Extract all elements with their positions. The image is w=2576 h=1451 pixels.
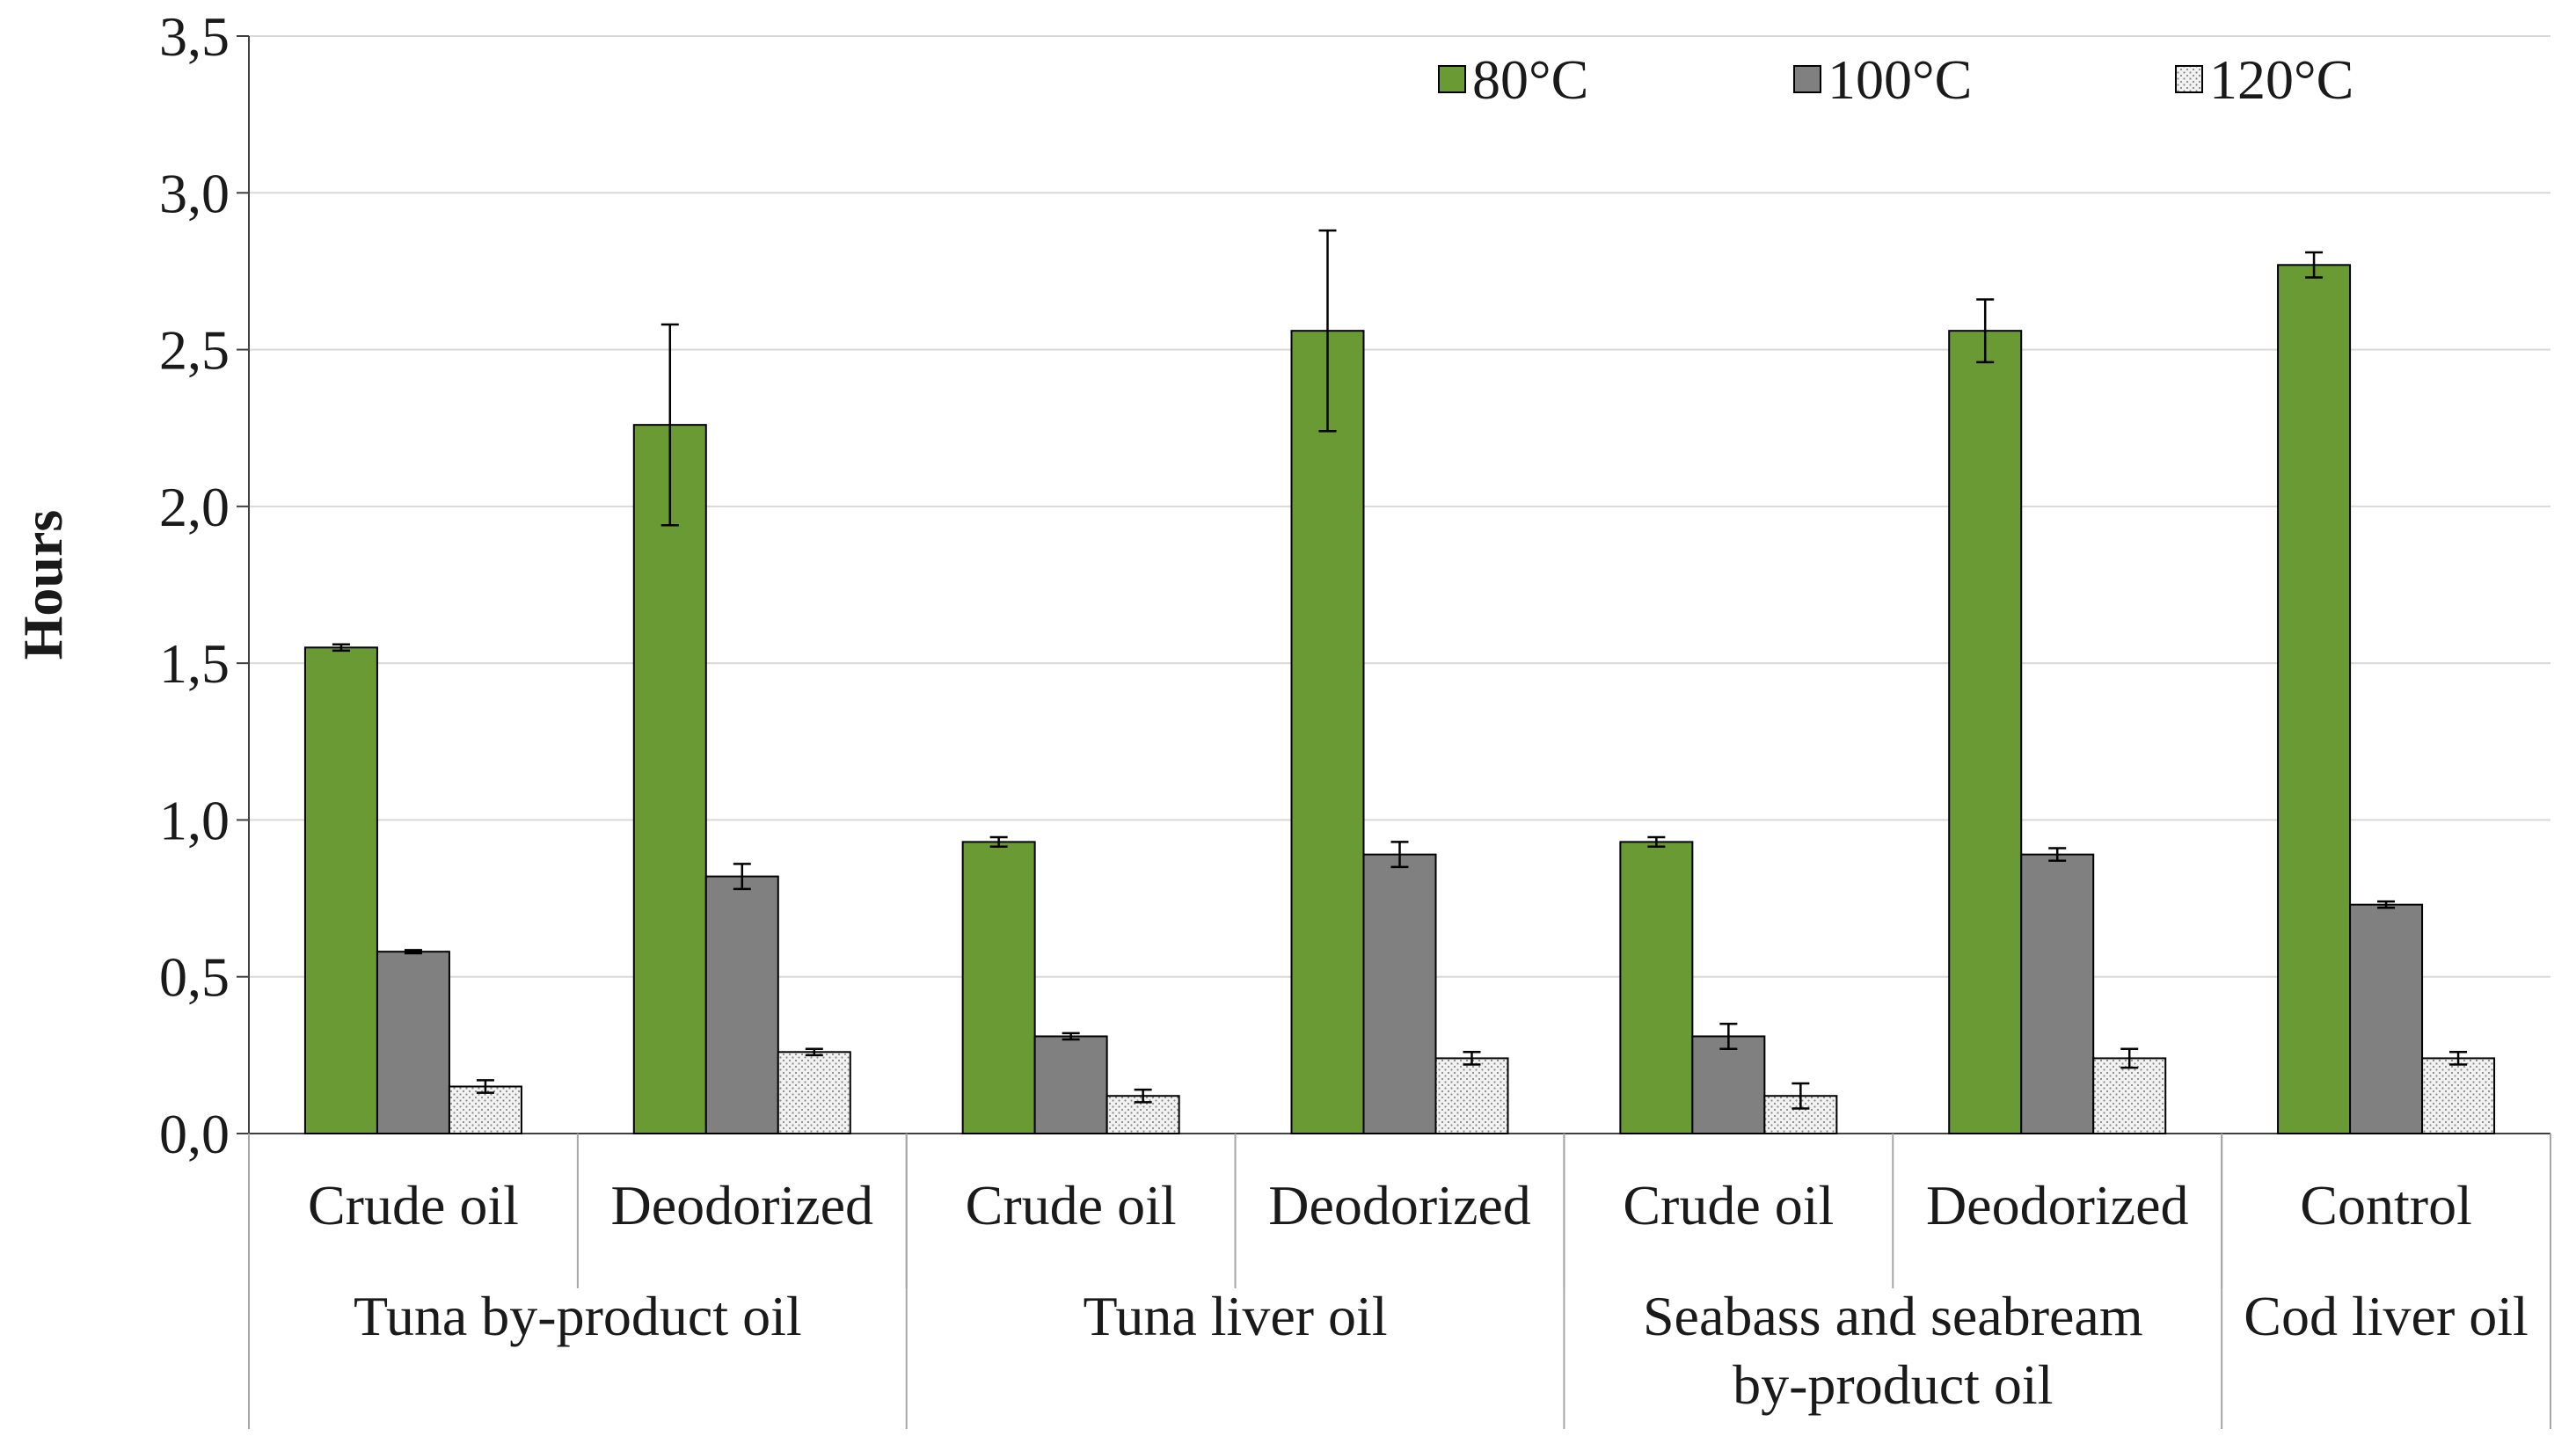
- legend: 80°C 100°C 120°C: [1438, 48, 2353, 111]
- bar-0-4: [1619, 841, 1694, 1134]
- y-tick-label: 2,0: [159, 476, 230, 538]
- bar-0-5: [1948, 330, 2023, 1135]
- bar-1-4: [1691, 1035, 1766, 1135]
- bar-0-1: [632, 424, 707, 1134]
- bar-2-5: [2092, 1057, 2167, 1134]
- bar-2-3: [1434, 1057, 1509, 1134]
- legend-label: 120°C: [2209, 48, 2353, 111]
- legend-label: 100°C: [1828, 48, 1972, 111]
- category-label: Deodorized: [1926, 1174, 2189, 1236]
- legend-swatch: [1438, 65, 1466, 93]
- bar-2-6: [2421, 1057, 2496, 1134]
- category-label: Crude oil: [1623, 1174, 1834, 1236]
- category-label: Control: [2300, 1174, 2472, 1236]
- category-label: Crude oil: [966, 1174, 1177, 1236]
- category-label: Deodorized: [1268, 1174, 1531, 1236]
- error-bars: [332, 229, 2468, 1110]
- group-label: Tuna by-product oil: [354, 1285, 802, 1347]
- y-axis-title: Hours: [11, 510, 74, 660]
- legend-swatch: [1793, 65, 1821, 93]
- gridlines: [249, 35, 2550, 978]
- bar-0-6: [2277, 264, 2352, 1135]
- x-axis-labels: Crude oil Deodorized Crude oil Deodorized Cr…: [248, 1134, 2551, 1429]
- bar-1-6: [2349, 903, 2424, 1135]
- axes: 0,0 0,5 1,0 1,5 2,0 2,5 3,0 3,5: [159, 5, 2550, 1165]
- y-tick-label: 3,0: [159, 162, 230, 224]
- bar-1-2: [1033, 1035, 1108, 1135]
- category-label: Deodorized: [611, 1174, 874, 1236]
- bar-0-3: [1290, 330, 1365, 1135]
- bar-1-0: [376, 951, 450, 1135]
- group-label: Seabass and seabream: [1643, 1285, 2143, 1347]
- y-tick-label: 0,5: [159, 946, 230, 1009]
- legend-label: 80°C: [1472, 48, 1588, 111]
- y-tick-label: 1,5: [159, 632, 230, 695]
- bar-1-5: [2020, 853, 2095, 1134]
- y-tick-label: 3,5: [159, 5, 230, 68]
- y-tick-label: 2,5: [159, 319, 230, 382]
- bar-0-0: [303, 646, 378, 1134]
- legend-swatch: [2175, 65, 2203, 93]
- y-tick-label: 1,0: [159, 789, 230, 851]
- bar-1-3: [1362, 853, 1437, 1134]
- bar-1-1: [704, 875, 779, 1135]
- bar-2-1: [777, 1051, 851, 1134]
- bars: [303, 264, 2496, 1135]
- y-tick-label: 0,0: [159, 1103, 230, 1165]
- group-label: Tuna liver oil: [1084, 1285, 1388, 1347]
- bar-0-2: [961, 841, 1036, 1134]
- group-label: by-product oil: [1733, 1353, 2053, 1416]
- category-label: Crude oil: [308, 1174, 519, 1236]
- group-label: Cod liver oil: [2244, 1285, 2529, 1347]
